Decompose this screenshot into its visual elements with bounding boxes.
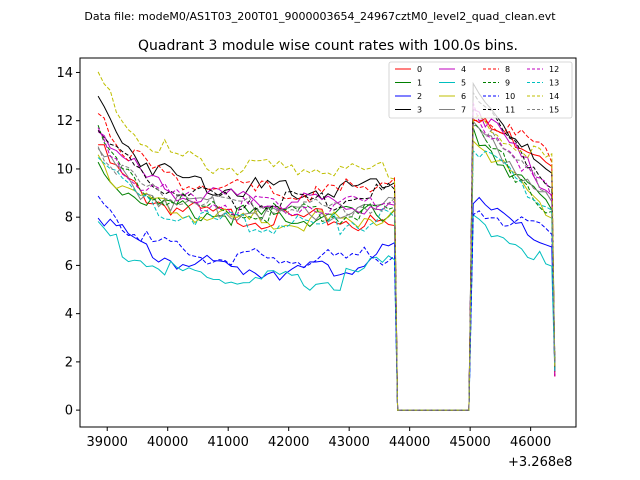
legend-label-4: 4 bbox=[461, 65, 466, 74]
plot-area bbox=[79, 57, 577, 428]
legend-label-9: 9 bbox=[505, 79, 510, 88]
legend-label-1: 1 bbox=[417, 79, 422, 88]
y-tick-label: 0 bbox=[65, 404, 73, 419]
x-tick-label: 44000 bbox=[389, 435, 430, 450]
axes-background bbox=[80, 58, 576, 427]
x-tick-label: 45000 bbox=[449, 435, 490, 450]
legend-label-6: 6 bbox=[461, 92, 466, 101]
legend-label-3: 3 bbox=[417, 106, 422, 115]
series-line-12 bbox=[97, 102, 556, 411]
series-line-10 bbox=[97, 195, 556, 411]
legend-label-2: 2 bbox=[417, 92, 422, 101]
x-tick-label: 39000 bbox=[87, 435, 128, 450]
y-tick-label: 14 bbox=[56, 66, 73, 81]
y-tick-label: 4 bbox=[65, 307, 73, 322]
series-layer bbox=[97, 71, 556, 411]
legend-label-7: 7 bbox=[461, 106, 466, 115]
legend-label-15: 15 bbox=[549, 106, 559, 115]
legend-label-5: 5 bbox=[461, 79, 466, 88]
y-tick-label: 6 bbox=[65, 259, 73, 274]
axes-frame bbox=[79, 57, 577, 428]
series-line-15 bbox=[97, 123, 556, 411]
series-line-5 bbox=[97, 213, 556, 411]
legend-label-10: 10 bbox=[505, 92, 515, 101]
series-line-14 bbox=[97, 71, 556, 411]
y-tick-label: 8 bbox=[65, 211, 73, 226]
chart-title: Quadrant 3 module wise count rates with … bbox=[138, 38, 518, 54]
legend-label-14: 14 bbox=[549, 92, 559, 101]
x-tick-label: 41000 bbox=[208, 435, 249, 450]
series-line-2 bbox=[97, 196, 556, 411]
y-tick-label: 10 bbox=[56, 162, 73, 177]
x-tick-label: 46000 bbox=[510, 435, 551, 450]
x-axis: 39000 40000 41000 42000 43000 44000 45000 46000 bbox=[87, 427, 551, 450]
legend-label-8: 8 bbox=[505, 65, 510, 74]
x-tick-label: 43000 bbox=[328, 435, 369, 450]
figure-suptitle: Data file: modeM0/AS1T03_200T01_90000036… bbox=[84, 10, 556, 23]
x-offset-label: +3.268e8 bbox=[508, 455, 572, 470]
y-tick-label: 12 bbox=[56, 114, 73, 129]
x-tick-label: 42000 bbox=[268, 435, 309, 450]
legend-label-13: 13 bbox=[549, 79, 559, 88]
legend-label-12: 12 bbox=[549, 65, 559, 74]
legend-label-0: 0 bbox=[417, 65, 422, 74]
series-line-4 bbox=[97, 108, 556, 411]
series-line-13 bbox=[97, 149, 556, 411]
x-tick-label: 40000 bbox=[147, 435, 188, 450]
y-axis: 0 2 4 6 8 10 12 14 bbox=[56, 66, 80, 419]
legend-label-11: 11 bbox=[505, 106, 515, 115]
legend-box bbox=[388, 61, 573, 119]
series-line-7 bbox=[97, 119, 556, 411]
y-tick-label: 2 bbox=[65, 355, 73, 370]
series-line-8 bbox=[97, 113, 556, 411]
